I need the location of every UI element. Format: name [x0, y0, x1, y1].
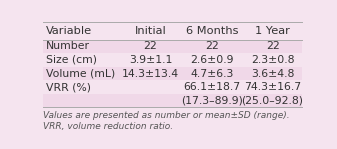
Bar: [43, 40, 302, 53]
Text: (25.0–92.8): (25.0–92.8): [242, 96, 304, 106]
Text: 14.3±13.4: 14.3±13.4: [122, 69, 179, 79]
Text: Number: Number: [46, 41, 90, 51]
Text: VRR, volume reduction ratio.: VRR, volume reduction ratio.: [43, 122, 174, 131]
Text: 22: 22: [144, 41, 157, 51]
Text: 66.1±18.7: 66.1±18.7: [183, 82, 241, 92]
Text: 22: 22: [205, 41, 219, 51]
Text: VRR (%): VRR (%): [46, 82, 91, 92]
Bar: [43, 67, 302, 80]
Text: 4.7±6.3: 4.7±6.3: [190, 69, 234, 79]
Text: Volume (mL): Volume (mL): [46, 69, 115, 79]
Text: 3.6±4.8: 3.6±4.8: [251, 69, 294, 79]
Text: 2.6±0.9: 2.6±0.9: [190, 55, 234, 65]
Text: Values are presented as number or mean±SD (range).: Values are presented as number or mean±S…: [43, 111, 290, 120]
Text: 2.3±0.8: 2.3±0.8: [251, 55, 294, 65]
Text: (17.3–89.9): (17.3–89.9): [181, 96, 243, 106]
Text: 74.3±16.7: 74.3±16.7: [244, 82, 301, 92]
Bar: [43, 94, 302, 107]
Text: 3.9±1.1: 3.9±1.1: [129, 55, 172, 65]
Text: Variable: Variable: [46, 26, 92, 36]
Text: 22: 22: [266, 41, 279, 51]
Text: 1 Year: 1 Year: [255, 26, 290, 36]
Text: Initial: Initial: [135, 26, 166, 36]
Text: 6 Months: 6 Months: [186, 26, 238, 36]
Text: Size (cm): Size (cm): [46, 55, 97, 65]
